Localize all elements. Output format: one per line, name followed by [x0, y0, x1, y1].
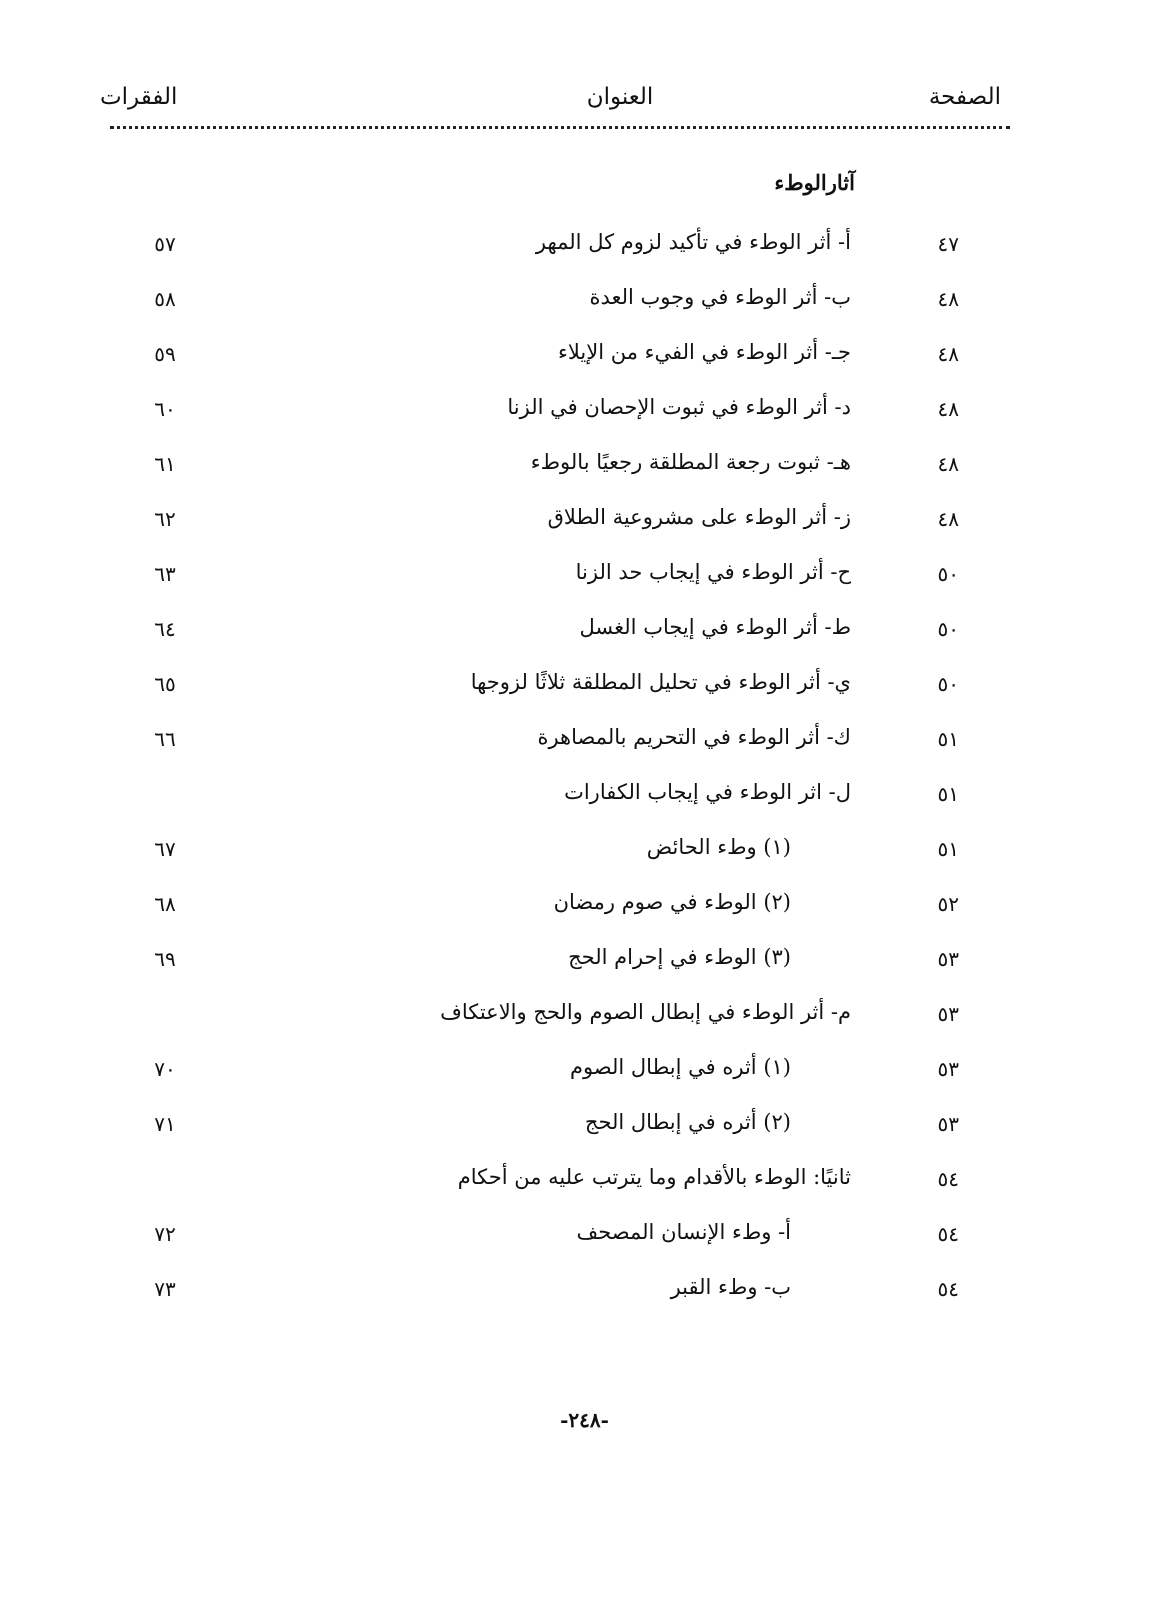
toc-page-number: ٥٣: [937, 1002, 959, 1026]
page-number: -٢٤٨-: [560, 1408, 609, 1432]
toc-row[interactable]: ٥٣ (١) أثره في إبطال الصوم ٧٠: [0, 1051, 1169, 1091]
toc-entry-title: أ- أثر الوطء في تأكيد لزوم كل المهر: [535, 230, 851, 254]
toc-entry-title: ب- أثر الوطء في وجوب العدة: [589, 285, 851, 309]
toc-row[interactable]: ٥٠ ي- أثر الوطء في تحليل المطلقة ثلاثًا ل…: [0, 666, 1169, 706]
toc-row[interactable]: ٤٨ جـ- أثر الوطء في الفيء من الإيلاء ٥٩: [0, 336, 1169, 376]
toc-page-number: ٥٠: [937, 617, 959, 641]
toc-page-number: ٤٨: [937, 452, 959, 476]
toc-entry-title: ل- اثر الوطء في إيجاب الكفارات: [564, 780, 851, 804]
toc-page-number: ٥٣: [937, 1057, 959, 1081]
toc-paragraph-number: ٥٧: [154, 232, 176, 256]
toc-paragraph-number: ٧٣: [154, 1277, 176, 1301]
toc-row[interactable]: ٥٠ ط- أثر الوطء في إيجاب الغسل ٦٤: [0, 611, 1169, 651]
column-header-paragraphs: الفقرات: [100, 84, 178, 110]
column-header-title: العنوان: [586, 84, 654, 110]
toc-entry-title: (٢) أثره في إبطال الحج: [584, 1110, 791, 1134]
toc-row[interactable]: ٤٨ ب- أثر الوطء في وجوب العدة ٥٨: [0, 281, 1169, 321]
toc-row[interactable]: ٤٨ ز- أثر الوطء على مشروعية الطلاق ٦٢: [0, 501, 1169, 541]
toc-paragraph-number: ٦١: [154, 452, 176, 476]
toc-entry-title: د- أثر الوطء في ثبوت الإحصان في الزنا: [507, 395, 851, 419]
toc-row[interactable]: ٥٤ ثانيًا: الوطء بالأقدام وما يترتب عليه …: [0, 1161, 1169, 1201]
toc-row[interactable]: ٥١ (١) وطء الحائض ٦٧: [0, 831, 1169, 871]
toc-paragraph-number: ٦٢: [154, 507, 176, 531]
toc-entry-title: ك- أثر الوطء في التحريم بالمصاهرة: [537, 725, 851, 749]
toc-row[interactable]: ٥٣ (٢) أثره في إبطال الحج ٧١: [0, 1106, 1169, 1146]
toc-page-number: ٤٧: [937, 232, 959, 256]
toc-page-number: ٥١: [937, 782, 959, 806]
toc-row[interactable]: ٤٧ أ- أثر الوطء في تأكيد لزوم كل المهر ٥٧: [0, 226, 1169, 266]
toc-entry-title: ب- وطء القبر: [670, 1275, 791, 1299]
toc-entry-title: ح- أثر الوطء في إيجاب حد الزنا: [575, 560, 851, 584]
toc-entry-title: ثانيًا: الوطء بالأقدام وما يترتب عليه من…: [457, 1165, 851, 1189]
toc-entry-title: ز- أثر الوطء على مشروعية الطلاق: [547, 505, 851, 529]
toc-page-number: ٥٤: [937, 1222, 959, 1246]
toc-paragraph-number: ٦٤: [154, 617, 176, 641]
toc-page-number: ٥٤: [937, 1167, 959, 1191]
toc-row[interactable]: ٥٠ ح- أثر الوطء في إيجاب حد الزنا ٦٣: [0, 556, 1169, 596]
toc-paragraph-number: ٥٩: [154, 342, 176, 366]
toc-entry-title: ط- أثر الوطء في إيجاب الغسل: [579, 615, 851, 639]
toc-entry-title: (١) أثره في إبطال الصوم: [569, 1055, 791, 1079]
toc-entry-title: (١) وطء الحائض: [646, 835, 791, 859]
header-divider: [110, 126, 1010, 129]
toc-page-number: ٥١: [937, 727, 959, 751]
toc-paragraph-number: ٧٠: [154, 1057, 176, 1081]
toc-paragraph-number: ٦٩: [154, 947, 176, 971]
toc-paragraph-number: ٦٣: [154, 562, 176, 586]
toc-row[interactable]: ٥٤ ب- وطء القبر ٧٣: [0, 1271, 1169, 1311]
toc-paragraph-number: ٧٢: [154, 1222, 176, 1246]
toc-page-number: ٥٠: [937, 562, 959, 586]
toc-row[interactable]: ٥٣ م- أثر الوطء في إبطال الصوم والحج والا…: [0, 996, 1169, 1036]
toc-row[interactable]: ٥٣ (٣) الوطء في إحرام الحج ٦٩: [0, 941, 1169, 981]
toc-paragraph-number: ٦٨: [154, 892, 176, 916]
toc-entry-title: (٢) الوطء في صوم رمضان: [553, 890, 791, 914]
toc-page-number: ٤٨: [937, 342, 959, 366]
toc-row[interactable]: ٥٤ أ- وطء الإنسان المصحف ٧٢: [0, 1216, 1169, 1256]
toc-row[interactable]: ٤٨ د- أثر الوطء في ثبوت الإحصان في الزنا ٦…: [0, 391, 1169, 431]
toc-entry-title: (٣) الوطء في إحرام الحج: [568, 945, 791, 969]
toc-page-number: ٥١: [937, 837, 959, 861]
toc-row[interactable]: ٥٢ (٢) الوطء في صوم رمضان ٦٨: [0, 886, 1169, 926]
toc-paragraph-number: ٦٥: [154, 672, 176, 696]
toc-row[interactable]: ٤٨ هـ- ثبوت رجعة المطلقة رجعيًا بالوطء ٦١: [0, 446, 1169, 486]
toc-page-number: ٥٣: [937, 947, 959, 971]
column-header-page: الصفحة: [928, 84, 1001, 110]
toc-paragraph-number: ٦٠: [154, 397, 176, 421]
toc-paragraph-number: ٦٦: [154, 727, 176, 751]
toc-page-number: ٥٠: [937, 672, 959, 696]
toc-row[interactable]: ٥١ ل- اثر الوطء في إيجاب الكفارات: [0, 776, 1169, 816]
toc-page-number: ٤٨: [937, 397, 959, 421]
toc-page-number: ٤٨: [937, 287, 959, 311]
toc-paragraph-number: ٦٧: [154, 837, 176, 861]
toc-page-number: ٤٨: [937, 507, 959, 531]
toc-page-number: ٥٣: [937, 1112, 959, 1136]
toc-page-number: ٥٢: [937, 892, 959, 916]
toc-entry-title: م- أثر الوطء في إبطال الصوم والحج والاعت…: [440, 1000, 851, 1024]
toc-paragraph-number: ٥٨: [154, 287, 176, 311]
toc-entry-title: هـ- ثبوت رجعة المطلقة رجعيًا بالوطء: [530, 450, 851, 474]
toc-page-number: ٥٤: [937, 1277, 959, 1301]
toc-entry-title: أ- وطء الإنسان المصحف: [576, 1220, 791, 1244]
section-title: آثارالوطء: [774, 170, 855, 195]
toc-entry-title: ي- أثر الوطء في تحليل المطلقة ثلاثًا لزو…: [470, 670, 851, 694]
toc-row[interactable]: ٥١ ك- أثر الوطء في التحريم بالمصاهرة ٦٦: [0, 721, 1169, 761]
toc-entry-title: جـ- أثر الوطء في الفيء من الإيلاء: [558, 340, 851, 364]
toc-paragraph-number: ٧١: [154, 1112, 176, 1136]
